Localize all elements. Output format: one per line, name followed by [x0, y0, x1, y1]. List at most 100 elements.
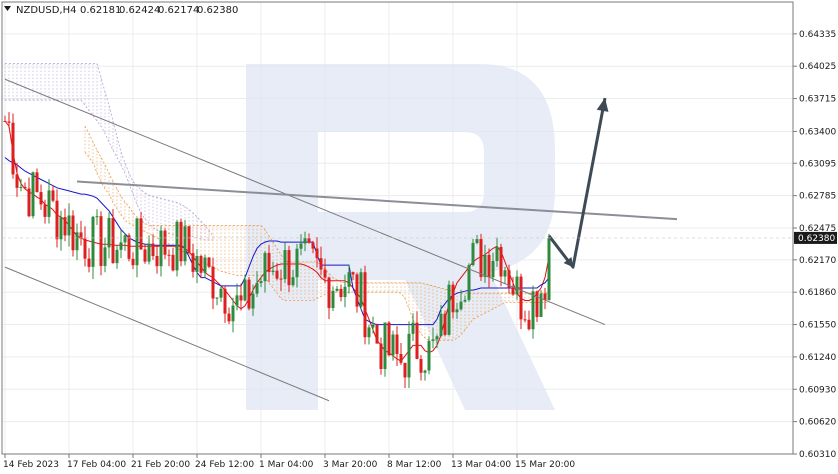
- candle-bear: [363, 272, 367, 338]
- candle-bull: [435, 336, 439, 340]
- x-tick-label: 21 Feb 20:00: [131, 460, 190, 470]
- candle-bull: [203, 257, 207, 273]
- candle-bear: [519, 276, 523, 320]
- candle-bear: [151, 243, 155, 257]
- ohlc-close: 0.62380: [197, 5, 238, 16]
- candle-bull: [343, 286, 347, 298]
- candle-bull: [539, 293, 543, 317]
- candle-bull: [31, 172, 35, 217]
- candle-bear: [247, 279, 251, 309]
- y-tick-label: 0.60930: [799, 385, 836, 395]
- candle-bull: [75, 232, 79, 251]
- candle-bull: [515, 276, 519, 295]
- candle-bull: [367, 327, 371, 338]
- candle-bull: [259, 281, 263, 284]
- candle-bull: [235, 295, 239, 306]
- candle-bull: [147, 243, 151, 262]
- y-tick-label: 0.61240: [799, 353, 836, 363]
- candle-bear: [3, 121, 7, 123]
- candle-bear: [39, 192, 43, 205]
- candle-bear: [23, 186, 27, 189]
- candle-bull: [303, 238, 307, 244]
- candle-bull: [427, 340, 431, 371]
- ohlc-low: 0.62174: [158, 5, 199, 16]
- candle-bull: [335, 288, 339, 291]
- candle-bull: [455, 309, 459, 313]
- candle-bull: [215, 297, 219, 299]
- symbol-label: NZDUSD,H4: [16, 5, 76, 16]
- candle-bull: [135, 218, 139, 266]
- candle-bear: [511, 287, 515, 295]
- candle-bull: [411, 322, 415, 334]
- candle-bull: [91, 216, 95, 267]
- candle-bear: [323, 269, 327, 278]
- resistance-line: [76, 180, 678, 221]
- candle-bull: [95, 216, 99, 218]
- candle-bull: [183, 226, 187, 262]
- kijun-sen-line: [4, 157, 550, 326]
- y-tick-label: 0.63400: [799, 127, 836, 137]
- candle-bull: [67, 215, 71, 236]
- candle-bear: [315, 248, 319, 259]
- candle-bear: [311, 242, 315, 249]
- candle-bear: [339, 288, 343, 298]
- candle-bear: [163, 230, 167, 255]
- candle-bear: [155, 256, 159, 267]
- y-tick-label: 0.62170: [799, 256, 836, 266]
- candle-bear: [71, 215, 75, 251]
- candle-bull: [359, 272, 363, 307]
- candle-bear: [99, 216, 103, 266]
- candle-bear: [451, 284, 455, 313]
- candle-bear: [35, 172, 39, 193]
- candle-bear: [111, 218, 115, 264]
- candle-bear: [535, 291, 539, 317]
- candle-bear: [499, 246, 503, 277]
- trend-drawings: [4, 78, 678, 402]
- candle-bull: [331, 290, 335, 309]
- y-tick-label: 0.64335: [799, 30, 836, 40]
- candle-bear: [355, 274, 359, 307]
- candle-bear: [171, 254, 175, 271]
- current-price-label: 0.62380: [798, 234, 835, 244]
- candle-bull: [423, 370, 427, 373]
- candle-bull: [47, 190, 51, 217]
- candle-bear: [7, 121, 11, 123]
- candle-bull: [447, 284, 451, 335]
- ohlc-high: 0.62424: [119, 5, 160, 16]
- ohlc-open: 0.62181: [80, 5, 121, 16]
- candle-bear: [523, 319, 527, 321]
- arrow-head-icon: [596, 98, 609, 112]
- candle-bull: [459, 301, 463, 310]
- current-price-tag: [794, 231, 837, 244]
- candle-bull: [103, 247, 107, 266]
- candle-bull: [347, 272, 351, 287]
- candle-bear: [443, 313, 447, 335]
- candle-bull: [119, 242, 123, 250]
- candle-bear: [15, 174, 19, 188]
- candle-bull: [243, 279, 247, 301]
- candle-bear: [239, 295, 243, 301]
- y-tick-label: 0.61860: [799, 288, 836, 298]
- candle-bull: [391, 334, 395, 356]
- candle-bear: [479, 239, 483, 278]
- candle-bull: [295, 248, 299, 278]
- candle-bear: [387, 322, 391, 356]
- candle-bull: [107, 218, 111, 248]
- candle-bull: [123, 235, 127, 243]
- triangle-down-icon[interactable]: [4, 6, 11, 11]
- candle-bull: [271, 270, 275, 273]
- candle-bear: [279, 278, 283, 280]
- watermark-r-shape: [246, 64, 555, 410]
- x-tick-label: 17 Feb 04:00: [67, 460, 126, 470]
- candle-bull: [219, 288, 223, 298]
- candle-bull: [407, 333, 411, 378]
- y-tick-label: 0.61550: [799, 321, 836, 331]
- candle-bear: [87, 258, 91, 267]
- candle-bear: [395, 334, 399, 354]
- kumo-edge-upper: [84, 126, 549, 294]
- candle-bear: [191, 253, 195, 272]
- candle-bull: [483, 254, 487, 278]
- candle-bear: [419, 358, 423, 373]
- candle-bull: [291, 277, 295, 286]
